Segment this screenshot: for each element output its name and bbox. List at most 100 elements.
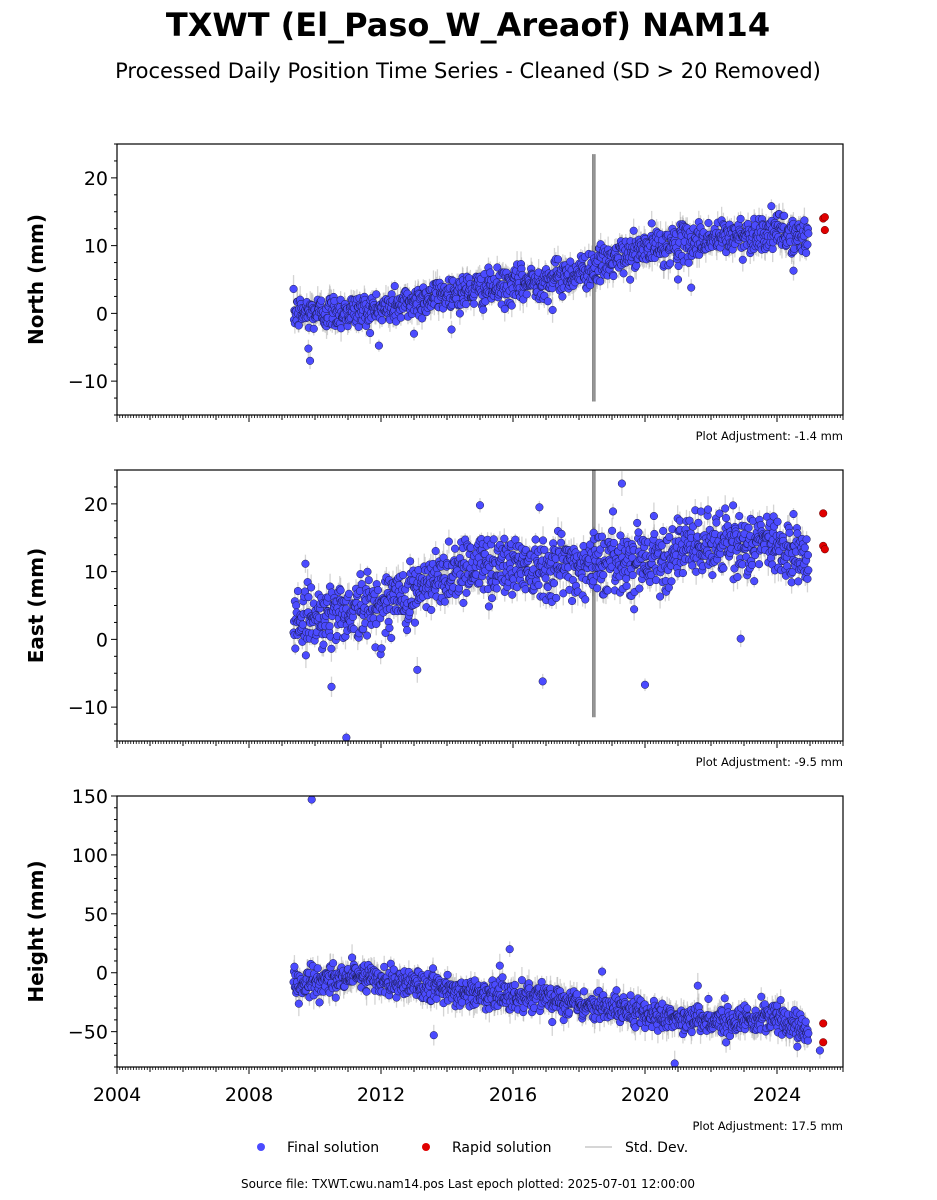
final-point: [344, 589, 354, 598]
final-point: [440, 597, 449, 606]
final-point: [548, 305, 557, 315]
final-point: [596, 277, 605, 286]
final-point: [294, 321, 303, 330]
final-point: [559, 589, 568, 598]
final-points-north: [289, 202, 813, 365]
final-point: [387, 633, 396, 643]
final-point: [622, 581, 631, 591]
final-point: [656, 592, 665, 601]
final-point: [593, 584, 602, 593]
final-point: [633, 518, 642, 528]
final-point: [459, 598, 468, 607]
final-point: [500, 534, 509, 543]
final-point: [626, 275, 635, 284]
final-point: [674, 261, 683, 271]
final-point: [484, 602, 493, 611]
final-point: [703, 505, 713, 514]
final-point: [773, 517, 782, 526]
final-point: [403, 626, 412, 635]
final-point: [444, 537, 453, 546]
final-point: [685, 516, 694, 525]
final-point: [557, 538, 566, 547]
final-point: [800, 216, 809, 225]
y-tick-label: 20: [84, 168, 108, 190]
final-point: [649, 511, 658, 521]
final-point: [291, 644, 300, 653]
final-point: [608, 526, 617, 535]
final-point: [603, 586, 612, 595]
final-point: [667, 577, 676, 586]
final-point: [543, 583, 552, 592]
final-point: [787, 578, 796, 587]
final-point: [374, 341, 383, 350]
y-axis-label: North (mm): [24, 214, 48, 345]
final-point: [327, 644, 336, 653]
final-point: [301, 559, 310, 568]
final-point: [785, 528, 794, 537]
final-point: [647, 219, 656, 228]
panel-north: −10 0 10 20 North (mm) Plot Adjustment: -1.4 …: [24, 143, 844, 443]
rapid-point: [820, 225, 829, 235]
final-point: [507, 301, 516, 310]
final-point: [566, 257, 575, 266]
final-point: [289, 284, 298, 293]
final-point: [719, 564, 728, 573]
final-point: [767, 202, 776, 211]
final-point: [349, 624, 358, 634]
final-point: [417, 314, 427, 323]
final-point: [469, 299, 479, 308]
final-point: [789, 266, 798, 275]
final-point: [455, 309, 464, 318]
final-point: [553, 255, 563, 264]
final-point: [729, 501, 738, 510]
final-point: [712, 518, 721, 527]
final-points-east: [289, 479, 813, 741]
final-point: [708, 571, 717, 580]
y-tick-label: 0: [96, 303, 108, 325]
final-point: [431, 546, 440, 556]
final-point: [522, 290, 531, 299]
final-point: [427, 605, 436, 614]
final-point: [541, 574, 550, 583]
final-point: [409, 329, 419, 338]
final-point: [362, 631, 372, 640]
y-tick-label: 10: [84, 236, 108, 258]
final-point: [543, 297, 552, 306]
final-point: [489, 535, 498, 544]
final-point: [356, 570, 365, 579]
final-point: [307, 583, 316, 592]
final-point: [747, 560, 757, 569]
final-point: [755, 560, 764, 569]
final-point: [552, 593, 561, 603]
final-point: [372, 290, 381, 299]
final-point: [635, 584, 644, 593]
final-point: [309, 324, 318, 333]
final-point: [715, 509, 724, 518]
final-point: [804, 229, 813, 238]
rapid-points-north: [819, 213, 829, 235]
final-point: [568, 596, 577, 606]
final-point: [390, 282, 399, 291]
final-point: [325, 622, 334, 631]
final-point: [735, 512, 744, 521]
final-point: [508, 590, 517, 599]
plot-adjustment-note: Plot Adjustment: -1.4 mm: [696, 429, 843, 443]
final-point: [304, 344, 313, 353]
final-point: [744, 523, 753, 532]
final-point: [336, 586, 345, 595]
final-point: [666, 259, 675, 268]
final-point: [462, 588, 471, 597]
y-tick-label: −10: [68, 371, 108, 393]
figure-subtitle: Processed Daily Position Time Series - C…: [115, 59, 821, 83]
final-point: [493, 263, 502, 272]
final-point: [377, 316, 387, 325]
final-point: [738, 255, 747, 264]
final-point: [733, 572, 742, 582]
final-point: [319, 640, 328, 649]
final-point: [599, 570, 608, 580]
final-point: [364, 576, 373, 585]
figure-title: TXWT (El_Paso_W_Areaof) NAM14: [166, 6, 770, 44]
final-point: [558, 292, 567, 301]
final-point: [301, 651, 310, 660]
